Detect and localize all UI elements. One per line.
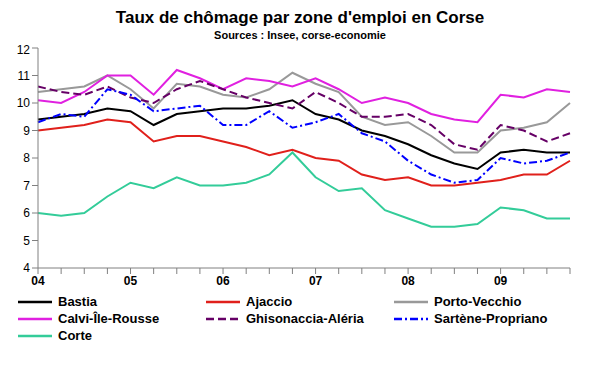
svg-text:7: 7 xyxy=(23,179,30,193)
svg-text:05: 05 xyxy=(124,274,138,288)
svg-text:12: 12 xyxy=(17,43,31,57)
svg-text:5: 5 xyxy=(23,234,30,248)
svg-text:4: 4 xyxy=(23,261,30,275)
svg-text:07: 07 xyxy=(309,274,323,288)
svg-text:06: 06 xyxy=(216,274,230,288)
html-text:Bastia: Bastia xyxy=(58,294,97,309)
svg-text:08: 08 xyxy=(401,274,415,288)
svg-text:6: 6 xyxy=(23,206,30,220)
html-text:Sartène-Propriano: Sartène-Propriano xyxy=(434,311,548,326)
svg-text:9: 9 xyxy=(23,124,30,138)
svg-text:8: 8 xyxy=(23,151,30,165)
html-text:Ghisonaccia-Aléria: Ghisonaccia-Aléria xyxy=(246,311,364,326)
svg-text:04: 04 xyxy=(31,274,45,288)
html-text:Taux de chômage par zone d'emp: Taux de chômage par zone d'emploi en Cor… xyxy=(115,8,485,27)
svg-text:11: 11 xyxy=(18,69,31,83)
html-text:Calvi-Île-Rousse: Calvi-Île-Rousse xyxy=(58,311,160,326)
svg-text:10: 10 xyxy=(17,96,31,110)
html-text:Sources : Insee, corse-economi: Sources : Insee, corse-economie xyxy=(214,29,386,41)
html-text:Corte: Corte xyxy=(58,328,92,343)
html-text:Ajaccio: Ajaccio xyxy=(246,294,293,309)
svg-text:09: 09 xyxy=(494,274,508,288)
html-text:Porto-Vecchio: Porto-Vecchio xyxy=(434,294,522,309)
